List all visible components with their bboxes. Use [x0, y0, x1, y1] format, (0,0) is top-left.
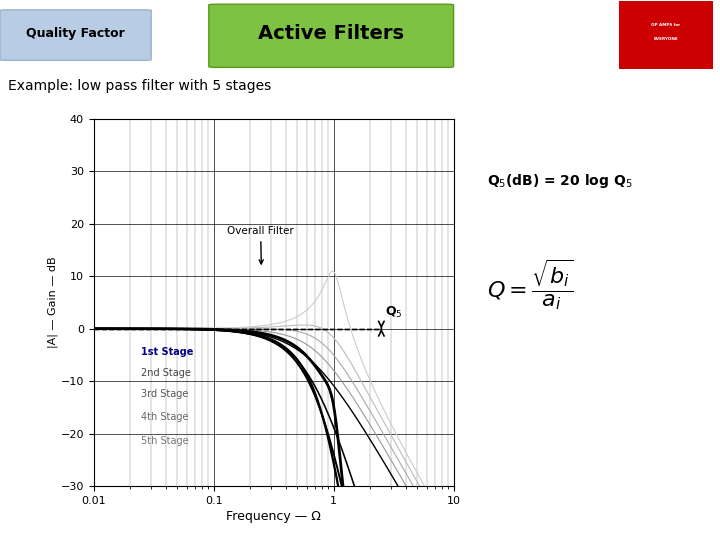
Text: $Q = \dfrac{\sqrt{b_i}}{a_i}$: $Q = \dfrac{\sqrt{b_i}}{a_i}$	[487, 257, 573, 312]
Text: 1st Stage: 1st Stage	[141, 347, 194, 357]
Text: Overall Filter: Overall Filter	[228, 226, 294, 264]
FancyBboxPatch shape	[0, 10, 151, 60]
Text: EVERYONE: EVERYONE	[654, 37, 678, 40]
FancyBboxPatch shape	[209, 4, 454, 68]
Text: Q$_5$: Q$_5$	[385, 305, 403, 320]
Y-axis label: |A| — Gain — dB: |A| — Gain — dB	[47, 256, 58, 348]
Text: 2nd Stage: 2nd Stage	[141, 368, 192, 378]
Text: OP AMPS for: OP AMPS for	[652, 23, 680, 26]
FancyBboxPatch shape	[619, 2, 713, 69]
Text: 3rd Stage: 3rd Stage	[141, 389, 189, 399]
Text: Example: low pass filter with 5 stages: Example: low pass filter with 5 stages	[8, 79, 271, 93]
Text: Q$_5$(dB) = 20 log Q$_5$: Q$_5$(dB) = 20 log Q$_5$	[487, 172, 633, 191]
Text: Quality Factor: Quality Factor	[26, 27, 125, 40]
Text: 4th Stage: 4th Stage	[141, 413, 189, 422]
Text: 5th Stage: 5th Stage	[141, 436, 189, 446]
Text: Active Filters: Active Filters	[258, 24, 404, 43]
X-axis label: Frequency — Ω: Frequency — Ω	[226, 510, 321, 523]
